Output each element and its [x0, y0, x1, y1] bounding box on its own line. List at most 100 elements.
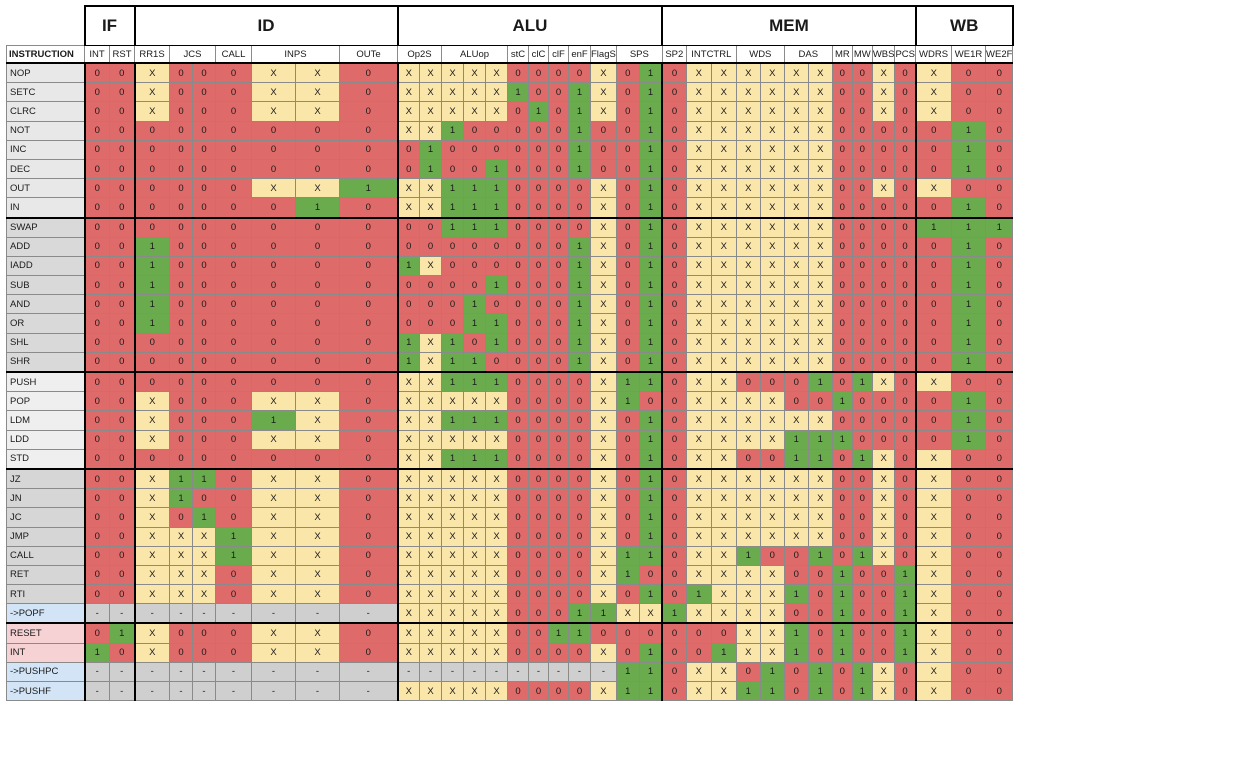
signal-cell: 0	[548, 332, 569, 353]
signal-cell: X	[295, 410, 340, 431]
signal-cell: X	[685, 158, 712, 180]
signal-cell: X	[396, 178, 420, 199]
signal-cell: -	[215, 661, 252, 683]
signal-cell: X	[295, 564, 340, 586]
signal-cell: 0	[831, 216, 853, 238]
signal-cell: 0	[528, 197, 549, 218]
signal-cell: X	[590, 429, 617, 450]
signal-cell: X	[441, 507, 464, 528]
signal-cell: 0	[807, 564, 833, 586]
signal-cell: 0	[615, 467, 640, 490]
signal-cell: 1	[851, 680, 873, 702]
signal-cell: 0	[215, 197, 252, 218]
signal-cell: 0	[568, 564, 591, 586]
signal-cell: X	[914, 584, 953, 605]
signal-cell: 0	[251, 216, 296, 238]
instruction-name: LDD	[6, 429, 85, 450]
signal-cell: -	[215, 680, 252, 702]
signal-cell: 1	[759, 661, 785, 683]
signal-cell: 0	[528, 603, 549, 624]
signal-cell: 0	[590, 139, 617, 160]
signal-cell: X	[590, 526, 617, 547]
signal-cell: 1	[638, 584, 664, 605]
signal-cell: X	[590, 294, 617, 315]
instruction-name: CALL	[6, 545, 85, 566]
signal-cell: X	[463, 429, 486, 450]
signal-cell: X	[441, 642, 464, 663]
signal-cell: 0	[339, 488, 399, 509]
signal-cell: 1	[894, 584, 917, 605]
signal-cell: X	[251, 507, 296, 528]
table-row: DEC 0 0 0 0 0 0 0 0 0 0 1 0 0 1 0 0 0 1 0 0 1 0 X X X X X X 0 0 0 0 0 1 0	[6, 158, 1014, 180]
signal-cell: X	[710, 62, 737, 84]
signal-cell: 0	[590, 158, 617, 180]
signal-cell: X	[251, 82, 296, 103]
signal-cell: -	[251, 603, 296, 624]
signal-cell: -	[83, 603, 110, 624]
signal-cell: 0	[831, 410, 853, 431]
signal-cell: 0	[507, 410, 529, 431]
signal-cell: X	[441, 488, 464, 509]
signal-cell: X	[133, 391, 170, 412]
signal-cell: X	[710, 82, 737, 103]
signal-cell: 1	[485, 448, 508, 470]
signal-cell: 0	[548, 255, 569, 277]
signal-cell: 0	[615, 275, 640, 296]
signal-cell: 0	[548, 197, 569, 218]
signal-cell: X	[590, 448, 617, 470]
signal-cell: X	[735, 488, 761, 509]
signal-cell: X	[685, 255, 712, 277]
signal-cell: X	[590, 371, 617, 393]
signal-cell: 0	[463, 236, 486, 257]
signal-cell: X	[783, 294, 809, 315]
signal-cell: 0	[528, 294, 549, 315]
signal-cell: X	[759, 410, 785, 431]
signal-cell: 1	[169, 488, 193, 509]
signal-cell: X	[463, 467, 486, 490]
signal-cell: 0	[851, 410, 873, 431]
signal-cell: 0	[759, 448, 785, 470]
signal-cell: 0	[871, 236, 896, 257]
signal-cell: 1	[951, 197, 987, 218]
signal-cell: 0	[851, 351, 873, 373]
signal-cell: 0	[441, 255, 464, 277]
signal-cell: 0	[215, 158, 252, 180]
signal-cell: 0	[339, 564, 399, 586]
signal-cell: X	[759, 351, 785, 373]
signal-cell: 0	[985, 255, 1014, 277]
signal-cell: 0	[851, 275, 873, 296]
signal-cell: 0	[339, 351, 399, 373]
signal-cell: X	[441, 680, 464, 702]
signal-cell: X	[396, 101, 420, 122]
signal-cell: 1	[638, 448, 664, 470]
signal-cell: 0	[192, 139, 216, 160]
signal-cell: 1	[295, 197, 340, 218]
signal-cell: 0	[169, 178, 193, 199]
signal-cell: X	[685, 391, 712, 412]
column-header-sps: SPS	[615, 45, 663, 64]
signal-cell: 0	[548, 158, 569, 180]
signal-cell: 1	[83, 642, 110, 663]
instruction-name: ->PUSHF	[6, 680, 85, 702]
signal-cell: 0	[590, 120, 617, 141]
signal-cell: X	[710, 448, 737, 470]
signal-cell: X	[914, 564, 953, 586]
signal-cell: 1	[951, 216, 987, 238]
signal-cell: X	[396, 371, 420, 393]
signal-cell: X	[463, 62, 486, 84]
signal-cell: 0	[759, 371, 785, 393]
signal-cell: 0	[192, 101, 216, 122]
signal-cell: X	[759, 275, 785, 296]
signal-cell: 0	[831, 351, 853, 373]
signal-cell: 0	[831, 545, 853, 566]
instruction-name: IADD	[6, 255, 85, 277]
signal-cell: 0	[109, 488, 136, 509]
signal-cell: 0	[133, 139, 170, 160]
table-row: OR 0 0 1 0 0 0 0 0 0 0 0 0 1 1 0 0 0 1 X 0 1 0 X X X X X X 0 0 0 0 0 1 0	[6, 313, 1014, 334]
signal-cell: X	[441, 545, 464, 566]
signal-cell: X	[783, 82, 809, 103]
signal-cell: X	[710, 371, 737, 393]
signal-cell: 0	[507, 255, 529, 277]
signal-cell: X	[441, 101, 464, 122]
signal-cell: 0	[485, 139, 508, 160]
